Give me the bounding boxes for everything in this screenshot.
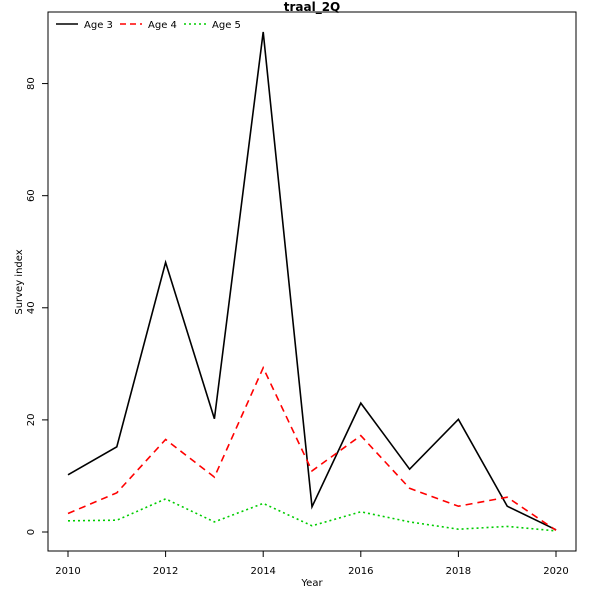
y-tick-label: 40 <box>26 301 37 314</box>
y-tick-label: 60 <box>26 189 37 202</box>
legend-label: Age 4 <box>148 20 177 31</box>
x-tick-label: 2012 <box>153 566 178 577</box>
x-tick-label: 2014 <box>250 566 275 577</box>
series-layer <box>67 31 557 532</box>
x-axis: 2010 2012 2014 2016 2018 2020 <box>55 551 569 577</box>
plot-frame <box>47 11 577 552</box>
series-line-age-5 <box>67 498 557 532</box>
y-tick-label: 0 <box>26 529 37 535</box>
series-line-age-3 <box>67 31 557 531</box>
y-tick-label: 80 <box>26 77 37 90</box>
x-tick-label: 2018 <box>446 566 471 577</box>
chart-title: traal_2Q <box>284 0 341 15</box>
y-tick-label: 20 <box>26 414 37 427</box>
legend-label: Age 5 <box>212 20 241 31</box>
x-axis-title: Year <box>300 578 323 589</box>
x-tick-label: 2020 <box>543 566 568 577</box>
y-axis: 0 20 40 60 80 <box>26 77 48 535</box>
legend-label: Age 3 <box>84 20 113 31</box>
x-tick-label: 2016 <box>348 566 373 577</box>
series-line-age-4 <box>67 365 557 531</box>
x-tick-label: 2010 <box>55 566 80 577</box>
legend: Age 3 Age 4 Age 5 <box>56 20 241 31</box>
y-axis-title: Survey index <box>14 249 25 314</box>
